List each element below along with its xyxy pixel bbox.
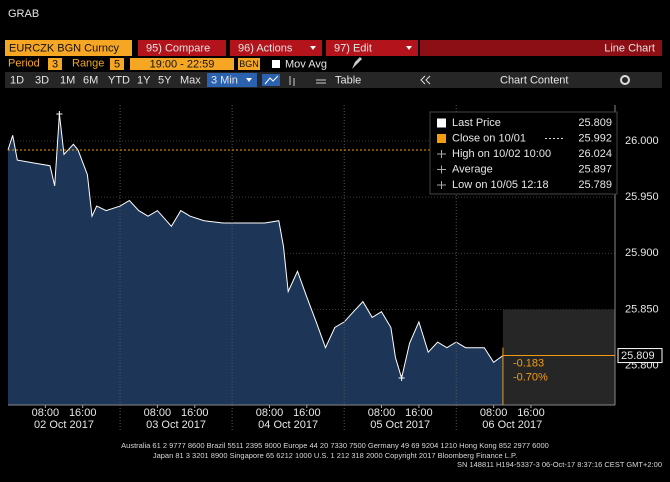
period-label: Period (8, 57, 40, 69)
change-percent: -0.70% (513, 371, 548, 383)
time-value[interactable]: 19:00 - 22:59 (150, 58, 215, 70)
period-button[interactable]: YTD (108, 74, 130, 86)
y-tick-label: 25.950 (625, 191, 659, 203)
low-marker (398, 375, 405, 382)
legend-value: 25.789 (578, 179, 612, 191)
x-tick-label: 08:00 (144, 407, 172, 419)
bar-icon[interactable] (289, 76, 295, 86)
legend-label: Last Price (452, 117, 501, 129)
legend-value: 25.809 (578, 117, 612, 129)
pencil-icon[interactable] (352, 57, 362, 69)
currency-value[interactable]: BGN (239, 59, 259, 69)
period-button[interactable]: 1M (60, 74, 75, 86)
area (8, 114, 503, 405)
security-field[interactable] (5, 40, 132, 56)
last-price-box (617, 348, 663, 364)
x-day-label: 04 Oct 2017 (258, 419, 318, 431)
x-tick-label: 08:00 (256, 407, 284, 419)
view-bar (420, 40, 662, 56)
legend-value: 25.992 (578, 132, 612, 144)
mov-avg-label: Mov Avg (285, 58, 327, 70)
x-tick-label: 16:00 (181, 407, 209, 419)
legend-swatch (437, 134, 446, 143)
legend-swatch (437, 118, 446, 128)
x-tick-label: 16:00 (517, 407, 545, 419)
legend-label: Low on 10/05 12:18 (452, 179, 549, 191)
dropdown-arrow (246, 78, 252, 82)
menu-button-text[interactable]: 96) Actions (238, 42, 293, 54)
menu-button-text[interactable]: 95) Compare (146, 42, 210, 54)
line-icon-glyph (264, 75, 279, 85)
x-tick-label: 08:00 (368, 407, 396, 419)
collapse-icon[interactable] (420, 75, 431, 85)
period-button[interactable]: 1Y (137, 74, 151, 86)
legend-label: High on 10/02 10:00 (452, 148, 551, 160)
x-tick-label: 16:00 (69, 407, 97, 419)
interval-text[interactable]: 3 Min (211, 74, 238, 86)
legend-symbol (437, 165, 446, 174)
menu-button-text[interactable]: 97) Edit (334, 42, 372, 54)
legend-value: 26.024 (578, 148, 612, 160)
x-tick-label: 16:00 (405, 407, 433, 419)
menu-button[interactable] (326, 40, 418, 56)
menu-button[interactable] (138, 40, 226, 56)
price-line (7, 113, 504, 380)
x-tick-label: 08:00 (480, 407, 508, 419)
window-title: GRAB (8, 8, 39, 20)
table-button[interactable]: Table (335, 74, 361, 86)
security-text[interactable]: EURCZK BGN Curncy (9, 42, 120, 54)
period-button[interactable]: 6M (83, 74, 98, 86)
last-price-label: 25.809 (621, 350, 655, 362)
footer-text: Japan 81 3 3201 8900 Singapore 65 6212 1… (153, 451, 517, 460)
settings-icon[interactable] (620, 75, 630, 85)
toolbar (5, 72, 662, 88)
period-value[interactable]: 3 (52, 58, 58, 70)
high-marker (56, 110, 63, 117)
period-button[interactable]: Max (180, 74, 201, 86)
period-button[interactable]: 3D (35, 74, 49, 86)
future-region (502, 309, 615, 405)
compare-icon[interactable] (316, 79, 326, 84)
range-label: Range (72, 57, 104, 69)
legend-value: 25.897 (578, 163, 612, 175)
range-value[interactable]: 5 (114, 58, 120, 70)
x-tick-label: 16:00 (293, 407, 321, 419)
dropdown-arrow (310, 46, 316, 50)
period-button[interactable]: 5Y (158, 74, 172, 86)
mov-avg-checkbox[interactable] (272, 60, 280, 68)
chart-content-button[interactable]: Chart Content (500, 74, 568, 86)
dropdown-arrow (406, 46, 412, 50)
currency-field[interactable] (238, 58, 260, 70)
footer-text: Australia 61 2 9777 8600 Brazil 5511 239… (121, 441, 549, 450)
view-name: Line Chart (604, 42, 655, 54)
y-tick-label: 25.850 (625, 303, 659, 315)
x-day-label: 03 Oct 2017 (146, 419, 206, 431)
time-field[interactable] (130, 58, 234, 70)
footer-text: SN 148811 H194-5337-3 06-Oct-17 8:37:16 … (457, 460, 662, 469)
menu-button[interactable] (230, 40, 322, 56)
x-day-label: 02 Oct 2017 (34, 419, 94, 431)
legend-box (429, 111, 618, 195)
y-tick-label: 26.000 (625, 135, 659, 147)
interval-button[interactable] (207, 73, 257, 87)
legend-symbol (437, 181, 446, 189)
range-field[interactable] (110, 58, 124, 70)
x-day-label: 06 Oct 2017 (482, 419, 542, 431)
legend-symbol (437, 150, 446, 158)
change-value: -0.183 (513, 357, 544, 369)
period-field[interactable] (48, 58, 62, 70)
period-button[interactable]: 1D (10, 74, 24, 86)
x-tick-label: 08:00 (32, 407, 60, 419)
y-tick-label: 25.900 (625, 247, 659, 259)
x-day-label: 05 Oct 2017 (370, 419, 430, 431)
legend-label: Close on 10/01 (452, 132, 526, 144)
legend-label: Average (452, 163, 493, 175)
line-icon[interactable] (262, 74, 280, 86)
